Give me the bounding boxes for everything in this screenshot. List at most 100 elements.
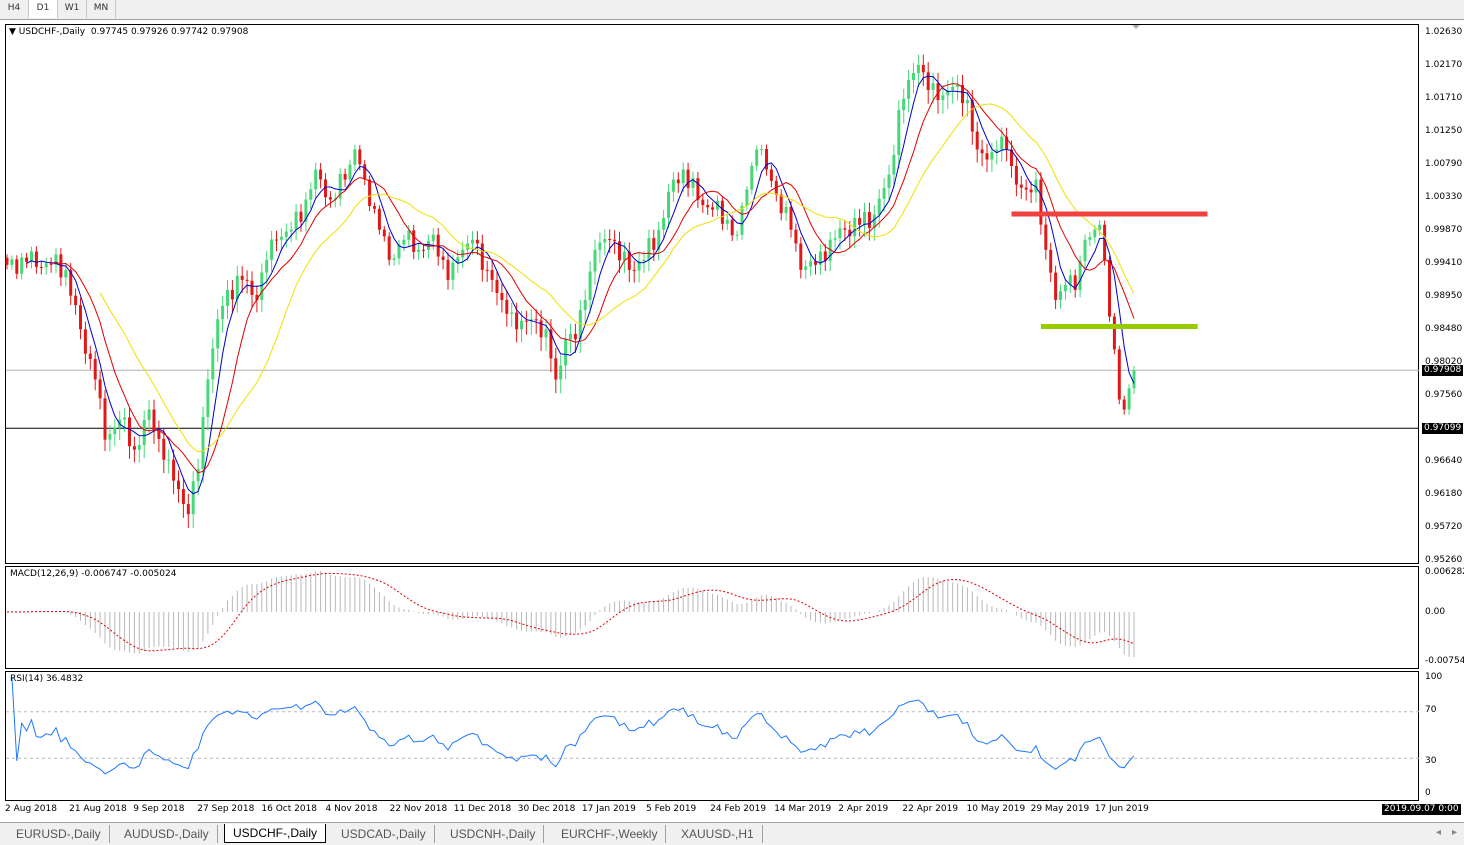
- candle-body: [549, 329, 553, 359]
- rsi-axis-30: 30: [1425, 756, 1437, 766]
- candle-body: [642, 259, 646, 262]
- candle-body: [583, 299, 587, 311]
- timeframe-h4[interactable]: H4: [0, 0, 29, 18]
- candle-body: [990, 152, 994, 160]
- tab-usdchf[interactable]: USDCHF-,Daily: [224, 824, 326, 843]
- candle-body: [995, 149, 999, 153]
- candle-body: [916, 64, 920, 74]
- candle-body: [1083, 239, 1087, 262]
- candle-body: [760, 149, 764, 151]
- time-axis-label: 11 Dec 2018: [453, 804, 512, 814]
- candle-body: [652, 238, 656, 250]
- candle-body: [485, 269, 489, 271]
- candle-body: [319, 169, 323, 180]
- candle-body: [573, 333, 577, 340]
- candle-body: [681, 169, 685, 184]
- candle-body: [907, 80, 911, 99]
- candle-body: [637, 261, 641, 271]
- candle-body: [696, 178, 700, 200]
- scroll-left-icon[interactable]: ◂: [1436, 827, 1442, 838]
- line-price-tag: 0.97099: [1422, 423, 1464, 434]
- candle-body: [363, 164, 367, 180]
- price-axis-label: 1.02170: [1425, 60, 1463, 70]
- candle-body: [382, 229, 386, 237]
- candle-body: [1108, 259, 1111, 317]
- tab-usdcnh[interactable]: USDCNH-,Daily: [442, 825, 545, 843]
- macd-axis-zero: 0.00: [1425, 607, 1446, 617]
- candle-body: [691, 178, 695, 188]
- time-axis-label: 21 Aug 2018: [69, 804, 127, 814]
- candle-body: [809, 261, 813, 267]
- timeframe-d1[interactable]: D1: [29, 0, 58, 18]
- candle-body: [196, 469, 200, 482]
- candle-body: [348, 164, 352, 180]
- candle-body: [245, 279, 249, 281]
- candle-body: [779, 194, 783, 214]
- tab-usdcad[interactable]: USDCAD-,Daily: [333, 825, 435, 843]
- candle-body: [275, 239, 278, 241]
- candle-body: [471, 239, 474, 244]
- candle-body: [843, 228, 847, 230]
- candle-body: [422, 249, 425, 251]
- candle-body: [1093, 229, 1097, 238]
- price-axis-label: 1.00790: [1425, 159, 1463, 169]
- candle-body: [466, 243, 470, 250]
- candle-body: [1054, 272, 1058, 300]
- candle-body: [74, 295, 78, 306]
- candle-body: [1014, 166, 1018, 185]
- candle-body: [931, 83, 935, 91]
- tab-audusd[interactable]: AUDUSD-,Daily: [116, 825, 218, 843]
- candle-body: [858, 217, 862, 225]
- candle-body: [407, 230, 411, 240]
- timeframe-w1[interactable]: W1: [58, 0, 87, 18]
- candle-body: [1063, 284, 1067, 292]
- ohlc-values: 0.97745 0.97926 0.97742 0.97908: [90, 27, 249, 37]
- scroll-right-icon[interactable]: ▸: [1452, 827, 1458, 838]
- macd-axis-top: 0.006282: [1425, 567, 1464, 577]
- candle-body: [544, 329, 548, 338]
- tab-eurchf[interactable]: EURCHF-,Weekly: [553, 825, 667, 843]
- candle-body: [1132, 370, 1136, 389]
- candle-body: [892, 154, 896, 175]
- candle-body: [794, 229, 798, 244]
- tab-xauusd[interactable]: XAUUSD-,H1: [673, 825, 763, 843]
- candle-body: [250, 280, 254, 295]
- candle-body: [284, 231, 288, 237]
- price-axis-label: 1.00330: [1425, 192, 1463, 202]
- candle-body: [750, 165, 754, 190]
- time-axis-label: 10 May 2019: [966, 804, 1026, 814]
- candle-body: [524, 320, 528, 322]
- price-axis-label: 1.02630: [1425, 27, 1463, 37]
- candle-body: [799, 243, 803, 270]
- macd-panel[interactable]: [5, 566, 1419, 669]
- tab-eurusd[interactable]: EURUSD-,Daily: [8, 825, 110, 843]
- candle-body: [534, 319, 538, 321]
- candle-body: [255, 294, 259, 300]
- candle-body: [588, 271, 592, 300]
- candle-body: [745, 189, 749, 206]
- candle-body: [882, 187, 886, 199]
- time-axis-label: 29 May 2019: [1030, 804, 1090, 814]
- time-axis-label: 17 Jun 2019: [1094, 804, 1149, 814]
- candle-body: [784, 206, 788, 214]
- timeframe-mn[interactable]: MN: [87, 0, 116, 18]
- collapse-triangle-icon[interactable]: ▼: [9, 27, 16, 37]
- candle-body: [132, 446, 136, 450]
- moving-average-5: [26, 75, 1135, 495]
- candle-body: [69, 269, 73, 296]
- candle-body: [88, 353, 92, 359]
- rsi-panel[interactable]: [5, 671, 1419, 801]
- candle-body: [657, 229, 661, 250]
- candle-body: [510, 312, 514, 314]
- candle-body: [230, 289, 234, 300]
- candle-body: [1034, 179, 1038, 193]
- candle-body: [647, 238, 651, 260]
- candle-body: [838, 228, 842, 239]
- price-axis-label: 0.95720: [1425, 522, 1463, 532]
- candle-body: [279, 236, 283, 240]
- price-panel[interactable]: [5, 24, 1419, 564]
- candle-body: [500, 293, 504, 300]
- candle-body: [970, 100, 974, 132]
- candle-body: [304, 199, 308, 222]
- candle-body: [108, 434, 112, 440]
